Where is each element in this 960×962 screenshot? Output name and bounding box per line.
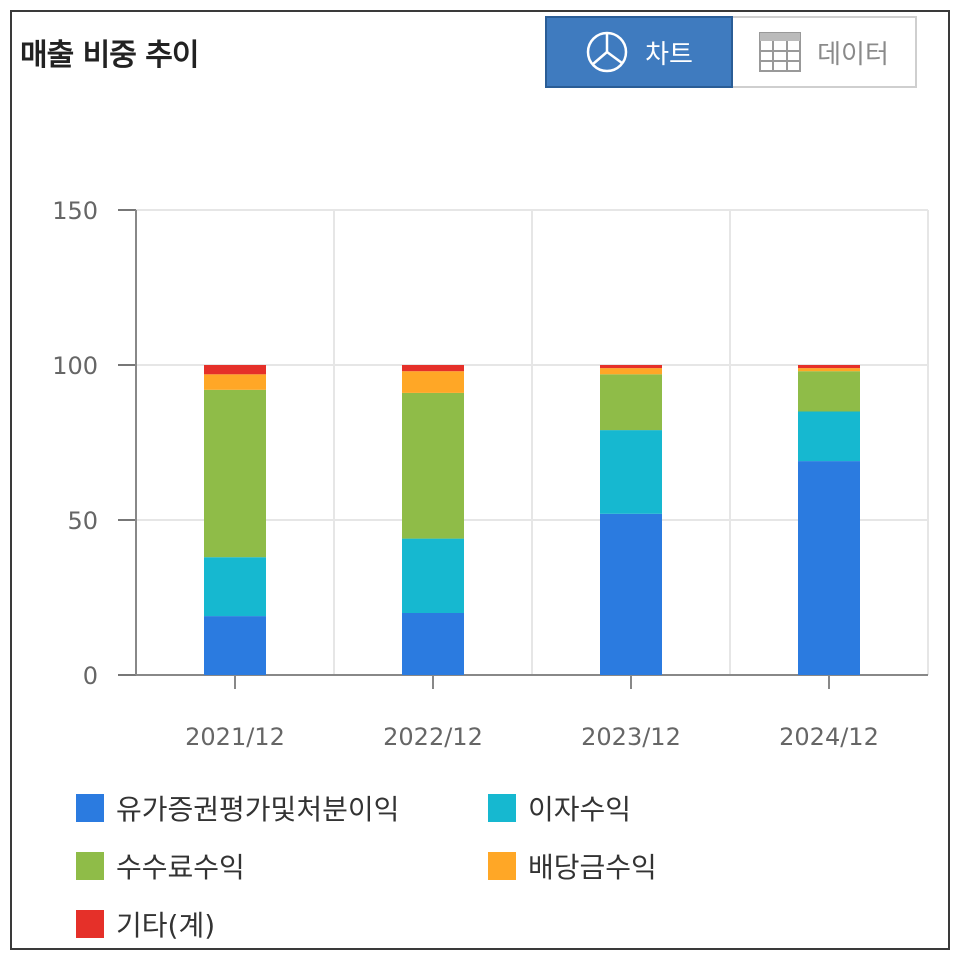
bar-segment[interactable] (402, 538, 464, 613)
legend-item[interactable]: 배당금수익 (488, 846, 657, 886)
chart-panel (10, 10, 950, 950)
legend-item[interactable]: 수수료수익 (76, 846, 245, 886)
bar-segment[interactable] (600, 374, 662, 431)
bar-segment[interactable] (798, 411, 860, 462)
chart-title: 매출 비중 추이 (20, 38, 199, 73)
y-tick-label: 150 (52, 197, 98, 225)
legend-swatch (76, 852, 104, 880)
bar-segment[interactable] (600, 513, 662, 675)
legend-label: 이자수익 (528, 793, 632, 826)
data-view-label: 데이터 (817, 39, 889, 70)
bar-segment[interactable] (798, 365, 860, 369)
legend-label: 배당금수익 (528, 851, 657, 884)
table-grid-icon (759, 32, 802, 72)
pie-chart-icon (585, 30, 629, 74)
x-tick-label: 2022/12 (383, 723, 483, 751)
bar-segment[interactable] (204, 389, 266, 558)
legend-item[interactable]: 유가증권평가및처분이익 (76, 788, 399, 828)
bar-segment[interactable] (798, 461, 860, 675)
x-tick-label: 2024/12 (779, 723, 879, 751)
legend-swatch (488, 852, 516, 880)
legend-swatch (76, 794, 104, 822)
y-tick-label: 100 (52, 352, 98, 380)
x-tick-label: 2023/12 (581, 723, 681, 751)
legend-label: 기타(계) (116, 909, 216, 942)
y-tick-label: 50 (67, 507, 98, 535)
view-toggle: 차트 데이터 (545, 16, 917, 88)
legend-label: 유가증권평가및처분이익 (116, 793, 400, 826)
legend-item[interactable]: 기타(계) (76, 904, 215, 944)
legend-swatch (488, 794, 516, 822)
bar-segment[interactable] (402, 371, 464, 393)
bar-segment[interactable] (204, 365, 266, 375)
legend-item[interactable]: 이자수익 (488, 788, 631, 828)
bar-segment[interactable] (600, 365, 662, 369)
chart-view-label: 차트 (645, 39, 693, 70)
x-tick-label: 2021/12 (185, 723, 285, 751)
bar-segment[interactable] (402, 392, 464, 539)
bar-segment[interactable] (600, 368, 662, 375)
data-view-button[interactable]: 데이터 (733, 16, 917, 88)
bar-segment[interactable] (402, 613, 464, 675)
bar-segment[interactable] (402, 365, 464, 372)
legend-label: 수수료수익 (116, 851, 245, 884)
chart-view-button[interactable]: 차트 (545, 16, 733, 88)
bar-segment[interactable] (600, 430, 662, 514)
y-tick-label: 0 (83, 662, 98, 690)
bar-segment[interactable] (798, 368, 860, 372)
legend-swatch (76, 910, 104, 938)
bar-segment[interactable] (204, 616, 266, 675)
bar-segment[interactable] (204, 557, 266, 617)
bar-segment[interactable] (204, 374, 266, 390)
bar-segment[interactable] (798, 371, 860, 412)
